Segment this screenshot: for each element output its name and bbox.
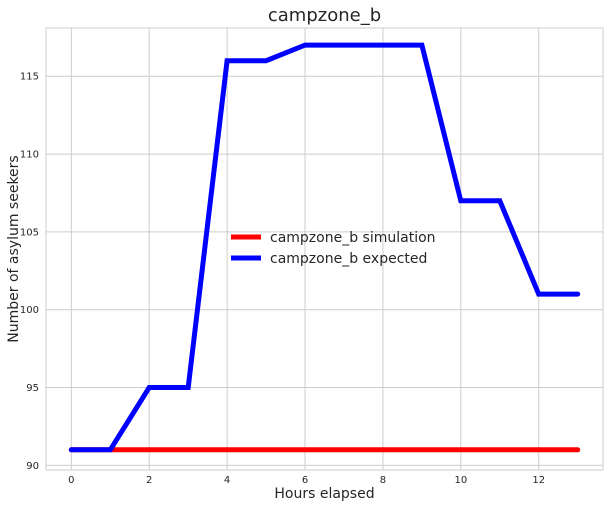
y-tick-label: 115 bbox=[20, 72, 39, 83]
x-tick-labels: 0 2 4 6 8 10 12 bbox=[68, 475, 545, 486]
x-tick-label: 4 bbox=[224, 475, 230, 486]
plot-frame bbox=[45, 27, 604, 471]
y-tick-label: 105 bbox=[20, 227, 39, 238]
chart-title: campzone_b bbox=[268, 5, 381, 26]
y-tick-labels: 90 95 100 105 110 115 bbox=[20, 72, 39, 472]
y-axis-label: Number of asylum seekers bbox=[6, 155, 22, 342]
x-tick-label: 6 bbox=[302, 475, 308, 486]
x-tick-label: 12 bbox=[532, 475, 545, 486]
y-tick-label: 110 bbox=[20, 150, 39, 161]
y-tick-label: 90 bbox=[26, 461, 39, 472]
legend: campzone_b simulation campzone_b expecte… bbox=[231, 230, 436, 267]
y-tick-label: 100 bbox=[20, 305, 39, 316]
x-tick-label: 2 bbox=[146, 475, 152, 486]
y-tick-label: 95 bbox=[26, 383, 39, 394]
x-tick-label: 0 bbox=[68, 475, 74, 486]
plot-area bbox=[46, 28, 603, 470]
series-line-expected bbox=[68, 42, 581, 453]
legend-label-simulation: campzone_b simulation bbox=[270, 230, 436, 246]
x-tick-label: 10 bbox=[454, 475, 467, 486]
x-axis-label: Hours elapsed bbox=[274, 486, 374, 502]
x-tick-label: 8 bbox=[380, 475, 386, 486]
legend-label-expected: campzone_b expected bbox=[270, 251, 427, 267]
series-lines bbox=[68, 42, 581, 453]
